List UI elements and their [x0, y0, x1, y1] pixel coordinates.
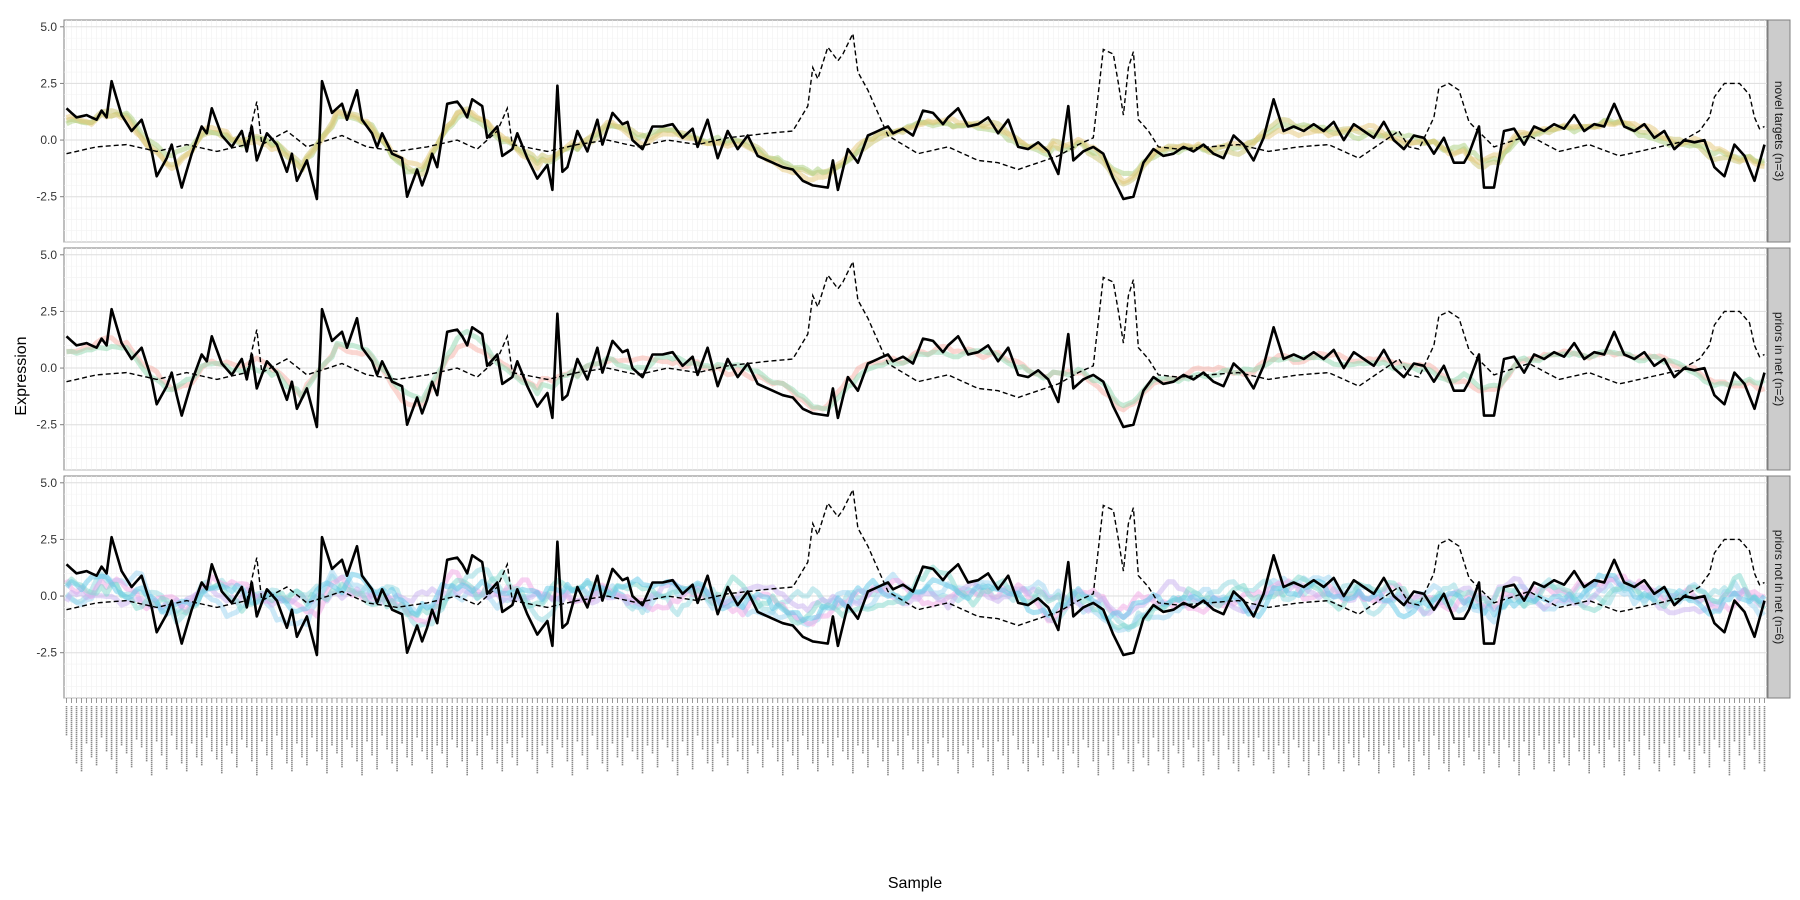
facet-strip — [1767, 475, 1791, 699]
facet-strip-label: priors in net (n=2) — [1772, 312, 1786, 406]
regulator-dashed-line — [66, 31, 1765, 171]
centroid-line — [65, 535, 1766, 657]
y-tick-label: 0.0 — [40, 589, 57, 603]
y-tick-label: -2.5 — [36, 418, 57, 432]
y-tick-label: -2.5 — [36, 190, 57, 204]
centroid-line — [65, 307, 1766, 429]
facet-panel: 5.0 2.5 0.0 -2.5 novel targets (n=3) — [36, 19, 1791, 243]
regulator-dashed-line — [66, 259, 1765, 399]
facet-panel: 5.0 2.5 0.0 -2.5 priors in net (n=2) — [36, 247, 1791, 471]
x-axis — [65, 698, 1766, 776]
y-axis-title: Expression — [13, 336, 30, 415]
y-tick-label: 2.5 — [40, 76, 57, 90]
member-series-line — [64, 575, 1767, 620]
regulator-dashed-line — [66, 487, 1765, 627]
centroid-line — [65, 79, 1766, 201]
facet-panel: 5.0 2.5 0.0 -2.5 priors not in net (n=6) — [36, 475, 1791, 699]
y-tick-label: 5.0 — [40, 476, 57, 490]
facet-panels: 5.0 2.5 0.0 -2.5 novel targets (n=3) 5.0 2.5 0.… — [36, 19, 1791, 699]
y-tick-label: 5.0 — [40, 20, 57, 34]
facet-strip-label: priors not in net (n=6) — [1772, 530, 1786, 644]
y-tick-label: -2.5 — [36, 646, 57, 660]
facet-strip — [1767, 247, 1791, 471]
y-tick-label: 2.5 — [40, 532, 57, 546]
y-tick-label: 0.0 — [40, 133, 57, 147]
facet-strip-label: novel targets (n=3) — [1772, 81, 1786, 181]
x-axis-title: Sample — [888, 875, 942, 892]
y-tick-label: 5.0 — [40, 248, 57, 262]
y-tick-label: 2.5 — [40, 304, 57, 318]
facet-strip — [1767, 19, 1791, 243]
y-tick-label: 0.0 — [40, 361, 57, 375]
